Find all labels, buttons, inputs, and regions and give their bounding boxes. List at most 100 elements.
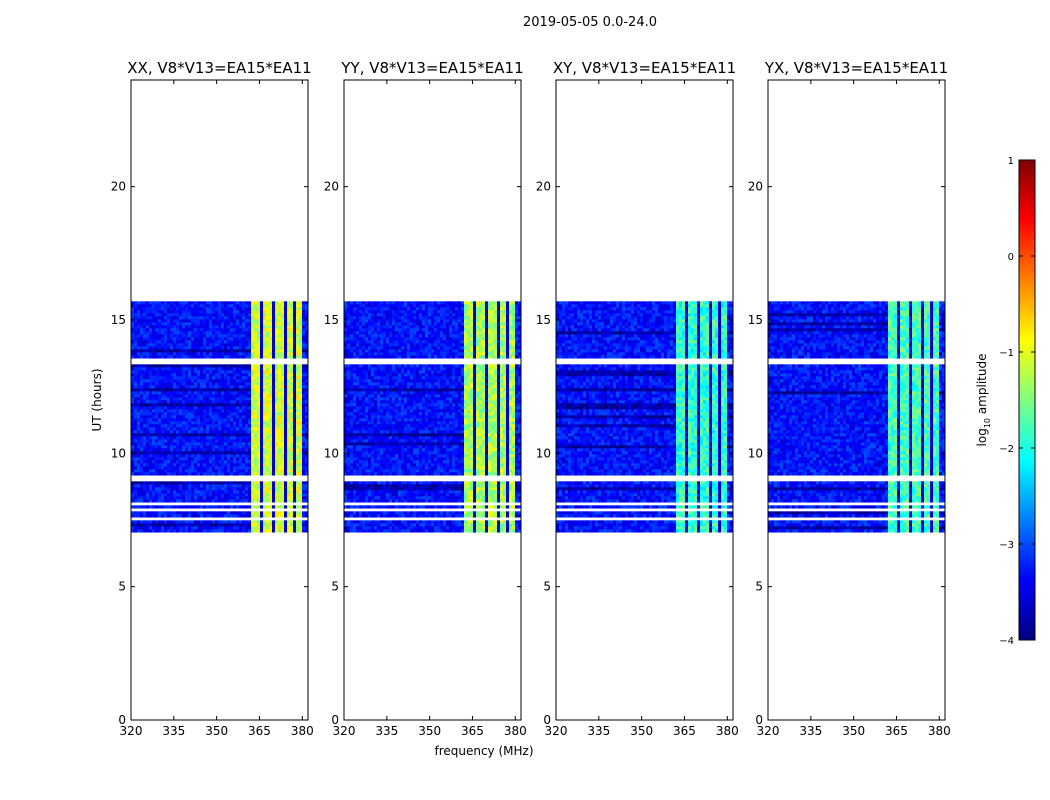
heatmap-cell: [227, 334, 230, 337]
heatmap-cell: [182, 364, 185, 367]
heatmap-cell: [203, 349, 206, 352]
heatmap-cell: [200, 307, 203, 310]
heatmap-cell: [233, 307, 236, 310]
heatmap-cell: [161, 343, 164, 346]
heatmap-cell: [191, 304, 194, 307]
heatmap-cell: [191, 391, 194, 394]
heatmap-cell: [248, 394, 251, 397]
heatmap-cell: [293, 307, 296, 310]
heatmap-cell: [248, 301, 251, 304]
heatmap-cell: [152, 331, 155, 334]
heatmap-cell: [209, 304, 212, 307]
heatmap-cell: [290, 301, 293, 304]
heatmap-cell: [236, 403, 239, 406]
heatmap-cell: [197, 331, 200, 334]
heatmap-cell: [143, 364, 146, 367]
heatmap-cell: [179, 343, 182, 346]
heatmap-cell: [221, 373, 224, 376]
heatmap-cell: [167, 367, 170, 370]
heatmap-cell: [230, 328, 233, 331]
heatmap-cell: [260, 397, 263, 400]
heatmap-cell: [251, 304, 254, 307]
heatmap-cell: [254, 340, 257, 343]
heatmap-cell: [248, 355, 251, 358]
heatmap-cell: [185, 310, 188, 313]
heatmap-cell: [287, 394, 290, 397]
heatmap-cell: [239, 316, 242, 319]
heatmap-cell: [185, 367, 188, 370]
heatmap-cell: [281, 412, 284, 415]
heatmap-cell: [173, 334, 176, 337]
heatmap-cell: [212, 328, 215, 331]
heatmap-cell: [281, 313, 284, 316]
heatmap-cell: [236, 382, 239, 385]
heatmap-cell: [236, 301, 239, 304]
heatmap-cell: [248, 337, 251, 340]
heatmap-cell: [269, 415, 272, 418]
heatmap-cell: [242, 412, 245, 415]
heatmap-cell: [170, 367, 173, 370]
heatmap-cell: [149, 376, 152, 379]
heatmap-cell: [278, 406, 281, 409]
heatmap-cell: [215, 313, 218, 316]
heatmap-cell: [206, 331, 209, 334]
heatmap-cell: [224, 400, 227, 403]
heatmap-cell: [197, 412, 200, 415]
heatmap-cell: [269, 301, 272, 304]
heatmap-cell: [170, 415, 173, 418]
heatmap-cell: [170, 364, 173, 367]
heatmap-cell: [233, 379, 236, 382]
heatmap-cell: [236, 319, 239, 322]
heatmap-cell: [179, 394, 182, 397]
heatmap-cell: [266, 340, 269, 343]
heatmap-cell: [251, 370, 254, 373]
heatmap-cell: [215, 334, 218, 337]
heatmap-cell: [254, 388, 257, 391]
heatmap-cell: [191, 313, 194, 316]
heatmap-cell: [155, 310, 158, 313]
heatmap-cell: [302, 322, 305, 325]
heatmap-cell: [236, 304, 239, 307]
heatmap-cell: [287, 406, 290, 409]
heatmap-cell: [194, 349, 197, 352]
heatmap-cell: [278, 307, 281, 310]
heatmap-cell: [167, 352, 170, 355]
heatmap-cell: [158, 382, 161, 385]
heatmap-cell: [134, 409, 137, 412]
heatmap-cell: [173, 415, 176, 418]
heatmap-cell: [131, 325, 134, 328]
heatmap-cell: [194, 403, 197, 406]
heatmap-cell: [152, 382, 155, 385]
heatmap-cell: [161, 325, 164, 328]
heatmap-cell: [281, 367, 284, 370]
heatmap-cell: [203, 400, 206, 403]
heatmap-cell: [221, 355, 224, 358]
heatmap-cell: [239, 373, 242, 376]
heatmap-cell: [200, 322, 203, 325]
heatmap-cell: [146, 307, 149, 310]
heatmap-cell: [176, 370, 179, 373]
heatmap-cell: [194, 319, 197, 322]
heatmap-cell: [194, 406, 197, 409]
heatmap-cell: [203, 355, 206, 358]
heatmap-cell: [242, 310, 245, 313]
heatmap-cell: [161, 385, 164, 388]
heatmap-cell: [239, 328, 242, 331]
heatmap-cell: [164, 397, 167, 400]
heatmap-cell: [299, 397, 302, 400]
heatmap-cell: [173, 355, 176, 358]
heatmap-cell: [137, 310, 140, 313]
heatmap-cell: [167, 331, 170, 334]
heatmap-cell: [143, 382, 146, 385]
heatmap-cell: [188, 322, 191, 325]
heatmap-cell: [254, 343, 257, 346]
heatmap-cell: [185, 337, 188, 340]
heatmap-cell: [251, 301, 254, 304]
heatmap-cell: [134, 394, 137, 397]
heatmap-cell: [266, 307, 269, 310]
heatmap-cell: [179, 355, 182, 358]
heatmap-cell: [224, 322, 227, 325]
heatmap-cell: [194, 316, 197, 319]
heatmap-cell: [239, 319, 242, 322]
heatmap-cell: [179, 322, 182, 325]
